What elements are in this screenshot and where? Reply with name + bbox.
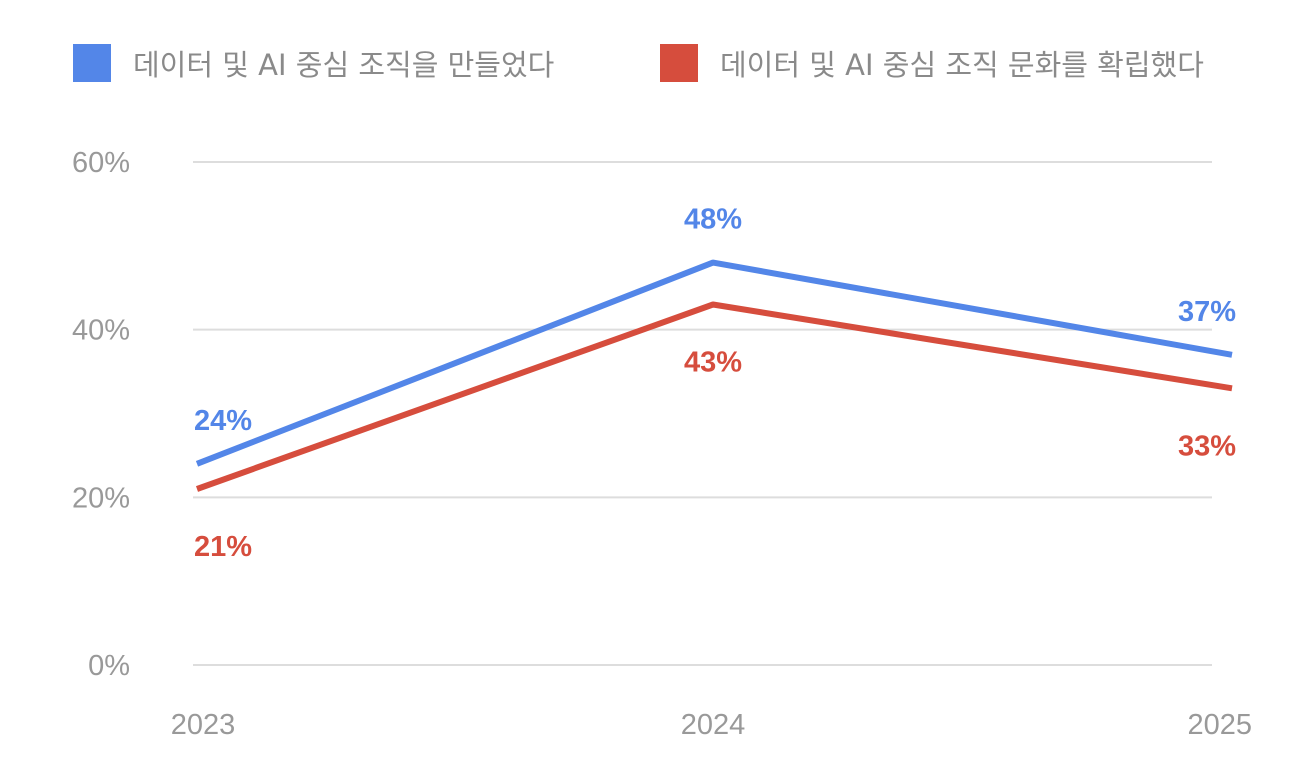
x-tick-label: 2023 xyxy=(171,709,236,741)
legend-swatch-series-1 xyxy=(73,44,111,82)
y-axis: 0% 20% 40% 60% xyxy=(72,147,130,682)
data-label: 21% xyxy=(194,531,252,563)
data-labels: 24% 48% 37% 21% 43% 33% xyxy=(194,204,1236,563)
x-tick-label: 2024 xyxy=(681,709,746,741)
chart-legend: 데이터 및 AI 중심 조직을 만들었다 데이터 및 AI 중심 조직 문화를 … xyxy=(73,44,1204,82)
y-gridlines xyxy=(193,161,1212,666)
data-label: 37% xyxy=(1178,296,1236,328)
x-axis: 2023 2024 2025 xyxy=(171,709,1252,741)
legend-swatch-series-2 xyxy=(660,44,698,82)
legend-label-series-1: 데이터 및 AI 중심 조직을 만들었다 xyxy=(133,48,554,82)
y-tick-label: 60% xyxy=(72,147,130,179)
data-label: 48% xyxy=(684,204,742,236)
data-label: 43% xyxy=(684,347,742,379)
data-label: 24% xyxy=(194,405,252,437)
legend-label-series-2: 데이터 및 AI 중심 조직 문화를 확립했다 xyxy=(720,48,1204,82)
y-tick-label: 0% xyxy=(88,650,130,682)
data-series xyxy=(195,259,1233,492)
series-line-1 xyxy=(195,259,1233,467)
x-tick-label: 2025 xyxy=(1187,709,1252,741)
series-line-2 xyxy=(195,301,1233,492)
data-label: 33% xyxy=(1178,430,1236,462)
y-tick-label: 40% xyxy=(72,315,130,347)
y-tick-label: 20% xyxy=(72,482,130,514)
